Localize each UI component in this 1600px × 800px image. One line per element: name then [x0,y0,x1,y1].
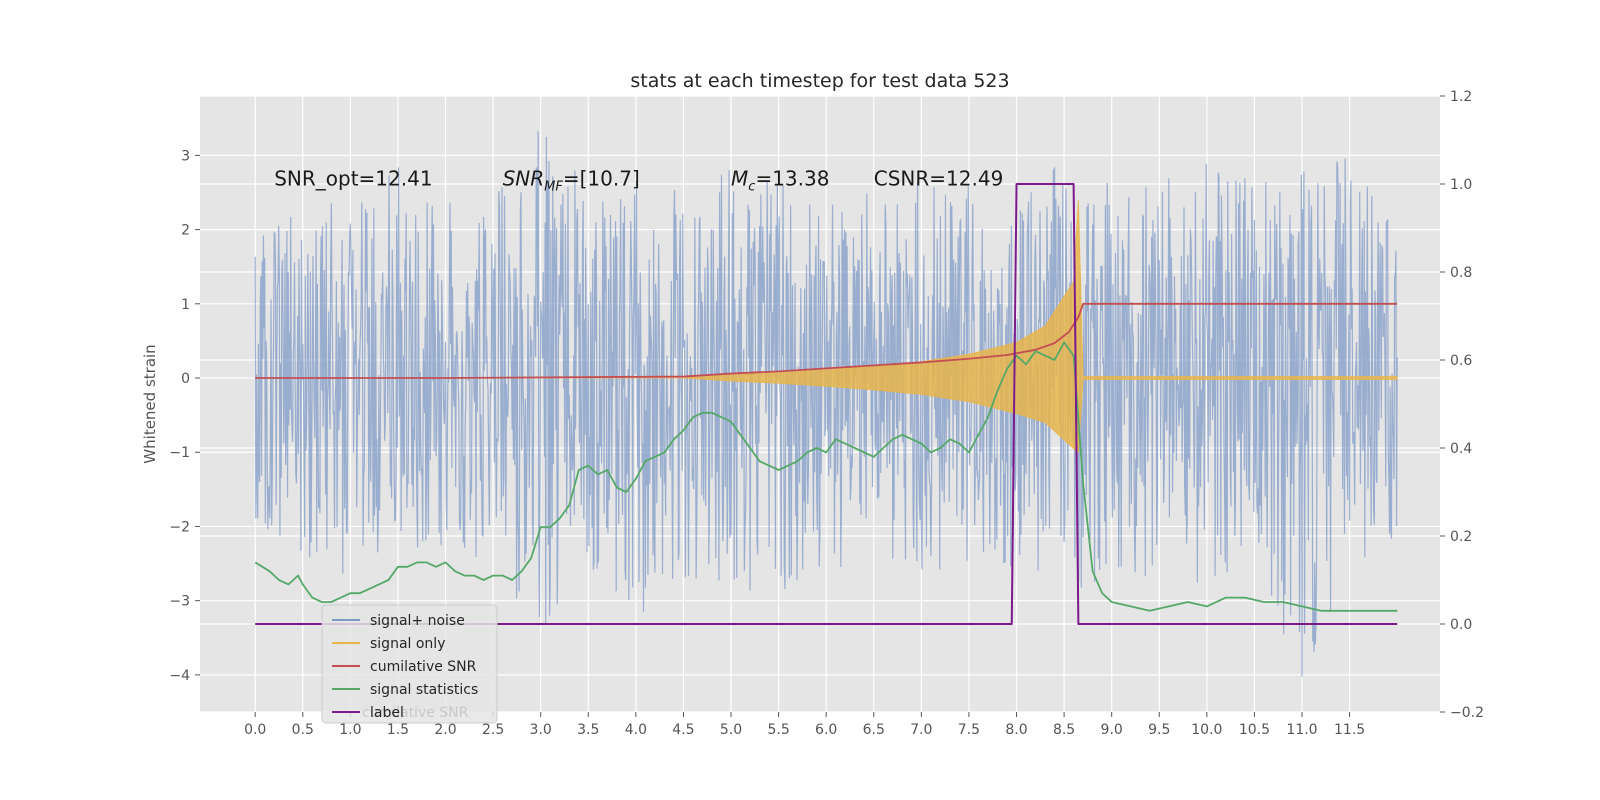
y-tick-label-right: 0.8 [1450,265,1472,281]
series-layer [254,131,1398,677]
x-tick-label: 11.0 [1286,722,1317,738]
legend-box [321,604,498,724]
legend-label: signal statistics [370,682,478,698]
legend-ghost-text: cumilative SNR [362,705,469,721]
x-tick-label: 0.5 [292,722,314,738]
chart-title: stats at each timestep for test data 523 [630,70,1009,92]
annotation-text: SNR_opt=12.41 [274,167,432,191]
series-label-line [255,183,1398,625]
x-tick-label: 7.5 [958,722,980,738]
series-cumilative-snr-line [255,302,1398,379]
legend-label: cumilative SNR [370,659,477,675]
x-tick-label: 6.0 [815,722,837,738]
y-tick-label-left: 3 [181,148,190,164]
x-tick-label: 8.0 [1005,722,1027,738]
x-tick-label: 4.5 [672,722,694,738]
x-tick-label: 11.5 [1334,722,1365,738]
x-tick-label: 8.5 [1053,722,1075,738]
x-tick-label: 7.0 [910,722,932,738]
x-tick-label: 2.5 [482,722,504,738]
annotation-text: SNRMF=[10.7] [503,167,640,195]
x-tick-label: 10.5 [1239,722,1270,738]
y-tick-label-left: −1 [169,445,190,461]
y-axis-right-ticks: 1.2 1.0 0.8 0.6 0.4 0.2 0.0 −0.2 [1440,89,1484,721]
y-tick-label-right: −0.2 [1450,705,1484,721]
y-tick-label-left: −4 [169,668,190,684]
x-tick-label: 5.0 [720,722,742,738]
x-tick-label: 3.0 [530,722,552,738]
x-tick-label: 2.0 [434,722,456,738]
y-axis-left-ticks: 3 2 1 0 −1 −2 −3 −4 [169,148,200,684]
series-signal-noise-line [254,131,1398,677]
annotations: SNR_opt=12.41 SNRMF=[10.7] Mc=13.38 CSNR=12… [274,167,1003,195]
y-tick-label-right: 0.6 [1450,353,1472,369]
series-signal-only-band [255,199,1398,454]
x-tick-label: 4.0 [625,722,647,738]
y-tick-label-right: 1.0 [1450,177,1472,193]
legend-label: signal only [370,636,445,652]
y-tick-label-left: 1 [181,297,190,313]
legend: cumilative SNR signal+ noise signal only cu… [321,604,498,724]
y-tick-label-left: −2 [169,519,190,535]
annotation-text: Mc=13.38 [731,167,829,195]
x-tick-label: 1.5 [387,722,409,738]
y-tick-label-left: −3 [169,594,190,610]
y-axis-label: Whitened strain [141,344,159,463]
y-tick-label-right: 0.2 [1450,529,1472,545]
x-tick-label: 9.0 [1101,722,1123,738]
x-tick-label: 1.0 [339,722,361,738]
x-tick-label: 9.5 [1148,722,1170,738]
x-tick-label: 10.0 [1191,722,1222,738]
x-tick-label: 6.5 [863,722,885,738]
x-tick-label: 3.5 [577,722,599,738]
y-tick-label-right: 1.2 [1450,89,1472,105]
annotation-text: CSNR=12.49 [874,167,1004,191]
y-tick-label-left: 0 [181,371,190,387]
y-tick-label-right: 0.0 [1450,617,1472,633]
x-axis-ticks: 0.0 0.5 1.0 1.5 2.0 2.5 3.0 3.5 4.0 4.5 5.0 5.5 6.0 6… [244,712,1365,738]
y-tick-label-right: 0.4 [1450,441,1472,457]
y-tick-label-left: 2 [181,223,190,239]
legend-label: signal+ noise [370,613,465,629]
x-tick-label: 5.5 [767,722,789,738]
series-signal-statistics-line [254,341,1398,612]
x-tick-label: 0.0 [244,722,266,738]
legend-label: label [370,705,404,721]
